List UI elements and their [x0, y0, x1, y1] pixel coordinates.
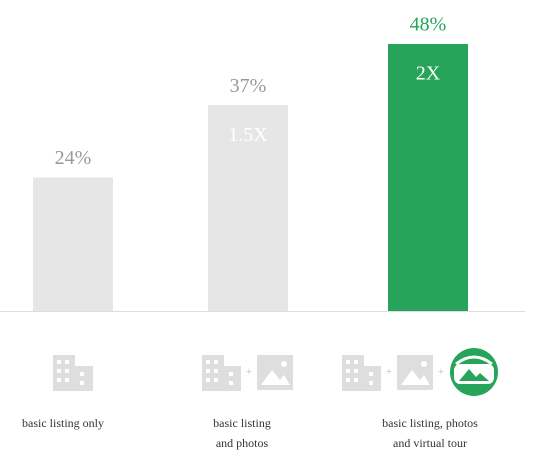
image-icon [397, 355, 433, 390]
category-label: basic listing, photos and virtual tour [382, 416, 478, 450]
value-label: 48% [410, 14, 447, 36]
plus-icon: + [386, 367, 392, 378]
building-icon [202, 355, 241, 391]
building-icon [342, 355, 381, 391]
plus-icon: + [438, 367, 444, 378]
bar [33, 177, 113, 311]
category-label: basic listing and photos [213, 416, 271, 450]
multiplier-label: 2X [416, 63, 441, 85]
image-icon [257, 355, 293, 390]
value-label: 37% [230, 75, 267, 97]
plus-icon: + [246, 367, 252, 378]
vr-icon [450, 348, 498, 396]
bar [208, 105, 288, 311]
category-label: basic listing only [22, 416, 104, 430]
value-label: 24% [55, 147, 92, 169]
multiplier-label: 1.5X [228, 124, 268, 146]
bar [388, 44, 468, 311]
building-icon [53, 355, 93, 391]
